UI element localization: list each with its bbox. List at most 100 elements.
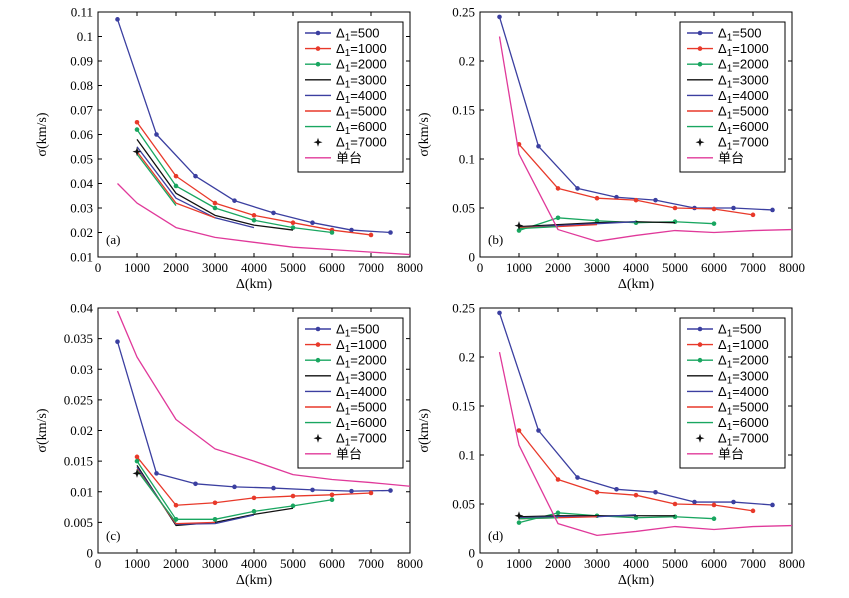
data-point (115, 17, 120, 22)
legend-subscript: 1 (727, 391, 733, 402)
legend-swatch-dot (697, 46, 703, 51)
legend-value: =4000 (732, 384, 769, 399)
x-tick-label: 8000 (397, 556, 423, 571)
legend-entry-text: Δ1=4000 (336, 384, 387, 402)
data-point (614, 194, 619, 200)
data-point (173, 173, 179, 179)
data-point (575, 186, 580, 191)
x-tick-label: 2000 (163, 556, 189, 571)
legend-delta: Δ (336, 26, 345, 41)
legend-swatch-star (695, 137, 705, 147)
legend-box (297, 317, 404, 469)
x-tick-label: 4000 (241, 260, 267, 275)
legend-value: =3000 (350, 72, 387, 87)
plot-area (115, 17, 410, 256)
y-tick-label: 0.015 (64, 454, 93, 469)
data-point (633, 492, 639, 498)
legend-entry-text: Δ1=7000 (336, 135, 387, 153)
series-line-2 (136, 129, 333, 234)
x-tick-label: 6000 (701, 556, 727, 571)
legend-entry-text: Δ1=2000 (718, 57, 769, 75)
legend-subscript: 1 (727, 407, 733, 418)
x-axis-title: Δ(km) (618, 277, 655, 292)
legend-entry-text: Δ1=3000 (718, 72, 769, 90)
chart-panel-a: 0 1000 2000 3000 4000 5000 6000 7000 8000 0.01 0.0… (35, 5, 423, 293)
x-tick-label: 8000 (779, 556, 805, 571)
data-point (770, 207, 775, 213)
y-tick-label: 0.02 (70, 225, 93, 240)
chart-panel-d: 0 1000 2000 3000 4000 5000 6000 7000 8000 0 0.05 0.… (417, 301, 805, 589)
y-tick-label: 0.005 (64, 515, 93, 530)
legend-delta: Δ (718, 400, 727, 415)
legend-box (679, 21, 786, 173)
y-tick-label: 0.03 (70, 201, 93, 216)
y-tick-label: 0.25 (452, 301, 475, 316)
x-tick-label: 3000 (202, 260, 228, 275)
legend-entry-text: Δ1=6000 (718, 415, 769, 433)
legend-subscript: 1 (727, 111, 733, 122)
legend-delta: Δ (718, 119, 727, 134)
y-tick-label: 0.08 (70, 78, 93, 93)
y-tick-label: 0.2 (459, 350, 475, 365)
legend-swatch-star (695, 433, 705, 443)
legend-value: =7000 (350, 135, 387, 150)
data-point (711, 221, 717, 226)
data-point (711, 516, 717, 521)
legend-delta: Δ (336, 384, 345, 399)
data-point (770, 502, 775, 508)
legend-subscript: 1 (727, 79, 733, 90)
x-tick-label: 6000 (319, 556, 345, 571)
data-point (368, 490, 374, 496)
y-tick-label: 0.025 (64, 392, 93, 407)
legend-entry-text: Δ1=6000 (336, 415, 387, 433)
y-tick-label: 0.04 (70, 176, 93, 191)
data-point (516, 228, 522, 233)
x-tick-label: 7000 (358, 260, 384, 275)
legend-delta: Δ (336, 72, 345, 87)
x-tick-label: 0 (95, 556, 102, 571)
y-tick-label: 0.03 (70, 362, 93, 377)
y-tick-label: 0.06 (70, 127, 93, 142)
legend-delta: Δ (336, 57, 345, 72)
data-point (536, 428, 541, 433)
legend-subscript: 1 (345, 48, 351, 59)
data-point (388, 488, 393, 493)
data-point (271, 485, 276, 491)
legend-delta: Δ (718, 322, 727, 337)
legend-value: =7000 (732, 431, 769, 446)
x-tick-label: 8000 (397, 260, 423, 275)
series-line-6 (136, 153, 177, 206)
chart-panel-b: 0 1000 2000 3000 4000 5000 6000 7000 8000 0 0.05 0.… (417, 5, 805, 293)
legend-delta: Δ (336, 400, 345, 415)
legend-delta: Δ (718, 135, 727, 150)
x-tick-label: 0 (477, 260, 484, 275)
data-point (349, 227, 354, 233)
x-axis-title: Δ(km) (618, 573, 655, 588)
y-axis-title: σ(km/s) (417, 112, 432, 156)
data-point (750, 212, 756, 218)
series-line-3 (518, 221, 676, 228)
x-tick-label: 3000 (584, 260, 610, 275)
plot-area (497, 14, 792, 242)
data-point (516, 428, 522, 433)
x-tick-label: 4000 (241, 556, 267, 571)
legend-entry-text: Δ1=6000 (718, 119, 769, 137)
series-line-6 (518, 225, 559, 230)
legend-subscript: 1 (727, 95, 733, 106)
legend-entry-text: Δ1=3000 (718, 368, 769, 386)
legend-value: =500 (350, 322, 379, 337)
legend-entry-text: Δ1=4000 (718, 88, 769, 106)
y-tick-label: 0.2 (459, 54, 475, 69)
x-tick-label: 7000 (358, 556, 384, 571)
x-tick-label: 6000 (319, 260, 345, 275)
y-tick-label: 0.04 (70, 301, 93, 316)
legend-subscript: 1 (345, 407, 351, 418)
data-point (633, 515, 639, 521)
legend-entry-text: Δ1=1000 (336, 337, 387, 355)
y-axis-title: σ(km/s) (35, 408, 50, 452)
data-point (388, 230, 393, 235)
legend-swatch-dot (315, 342, 321, 347)
legend-entry-text: Δ1=2000 (336, 353, 387, 371)
data-point (653, 489, 658, 495)
legend-value: =2000 (732, 353, 769, 368)
